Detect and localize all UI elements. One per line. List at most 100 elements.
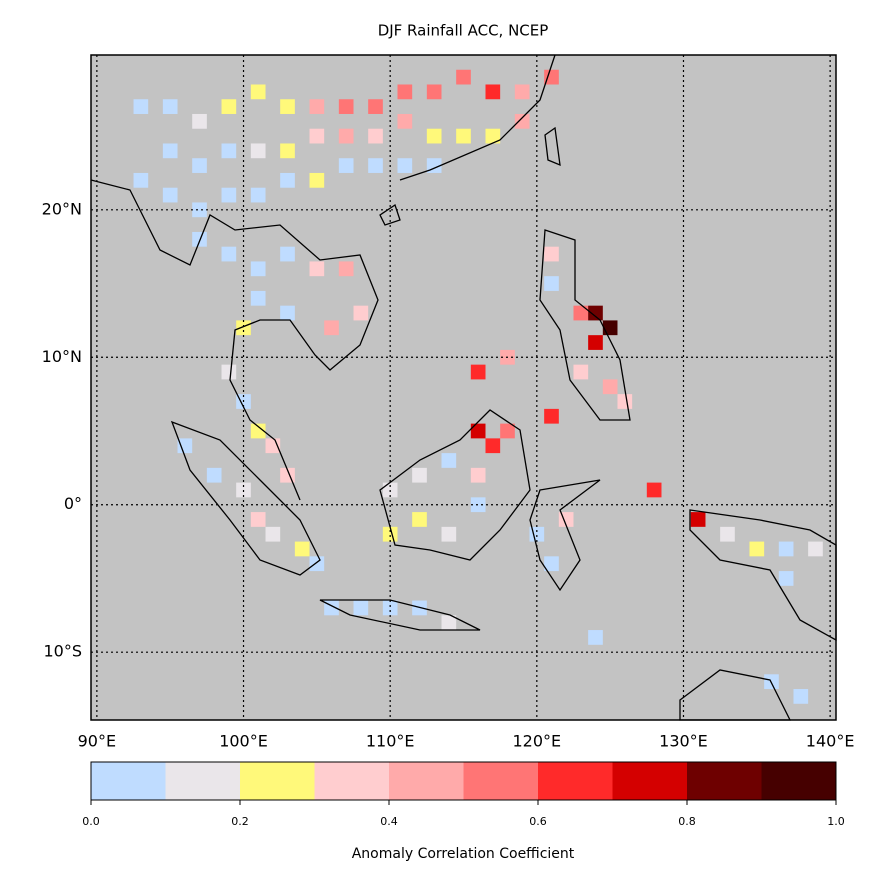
x-tick-label: 140°E (806, 732, 855, 751)
colorbar-tick-label: 1.0 (827, 815, 845, 828)
colorbar: 0.0 0.2 0.4 0.6 0.8 1.0 (82, 761, 845, 828)
grid-cell (338, 99, 354, 114)
grid-cell (236, 320, 251, 336)
grid-cell (265, 526, 281, 542)
grid-cell (602, 379, 618, 395)
coastline (679, 669, 792, 721)
grid-cell (470, 497, 486, 513)
grid-cell (690, 512, 706, 527)
colorbar-label: Anomaly Correlation Coefficient (352, 846, 575, 862)
grid-cell (338, 128, 354, 144)
grid-cell (250, 423, 266, 439)
grid-cell (221, 99, 237, 114)
grid-cell (221, 364, 237, 380)
colorbar-tick-label: 0.0 (82, 815, 100, 828)
grid-cell (412, 467, 427, 483)
grid-cell (588, 630, 603, 645)
x-tick-label: 90°E (78, 732, 116, 751)
colorbar-bin (687, 762, 762, 800)
grid-cell (162, 99, 178, 114)
grid-cell (192, 113, 207, 129)
coastline (170, 420, 321, 576)
map-background (91, 55, 836, 720)
grid-cell (617, 394, 633, 409)
grid-cell (456, 69, 471, 85)
grid-cell (368, 99, 383, 114)
grid-cell (646, 482, 662, 498)
grid-cell (353, 600, 369, 616)
x-tick-label: 100°E (219, 732, 268, 751)
y-tick-label: 10°S (43, 642, 82, 661)
grid-cell (500, 423, 515, 439)
grid-cell (294, 541, 310, 557)
grid-cell (544, 276, 559, 291)
grid-cell (353, 305, 369, 321)
colorbar-tick-label: 0.8 (678, 815, 696, 828)
coastline (689, 509, 837, 642)
grid-cell (192, 231, 207, 247)
colorbar-bin (240, 762, 315, 800)
grid-cell (309, 261, 325, 277)
grid-cell (309, 172, 325, 188)
grid-cell (368, 128, 383, 144)
grid-cell (749, 541, 765, 557)
grid-cell (778, 571, 794, 586)
grid-cell (514, 113, 530, 129)
colorbar-frame (90, 761, 837, 801)
x-tick-label: 120°E (512, 732, 561, 751)
grid-cell (544, 556, 559, 572)
grid-cell (309, 99, 325, 114)
chart-title: DJF Rainfall ACC, NCEP (378, 22, 549, 40)
grid-cell (426, 128, 442, 144)
grid-cell (485, 84, 501, 100)
coastline (539, 229, 631, 421)
grid-cell (441, 526, 457, 542)
grid-cell (778, 541, 794, 557)
colorbar-bin (463, 762, 538, 800)
grid-cell (177, 438, 193, 454)
colorbar-tick-label: 0.2 (231, 815, 249, 828)
coastline (90, 54, 556, 501)
grid-cell (280, 143, 295, 159)
grid-cell (485, 128, 501, 144)
grid-cell (133, 172, 149, 188)
grid-cell (573, 305, 589, 321)
grid-cell (250, 143, 266, 159)
grid-cell (720, 526, 735, 542)
grid-cell (456, 128, 471, 144)
grid-cell (162, 143, 178, 159)
grid-cell (250, 84, 266, 100)
grid-cell (441, 615, 457, 631)
grid-cell (338, 158, 354, 173)
grid-cell (133, 99, 149, 114)
grid-cell (397, 84, 413, 100)
colorbar-bin (761, 762, 836, 800)
grid-cell (588, 305, 603, 321)
grid-cell (544, 246, 559, 262)
grid-cell (221, 246, 237, 262)
grid-cell (602, 320, 618, 336)
grid-cell (441, 453, 457, 468)
colorbar-bin (612, 762, 687, 800)
x-tick-label: 110°E (366, 732, 415, 751)
cell-layer (133, 69, 823, 704)
grid-cell (250, 290, 266, 306)
grid-cell (280, 172, 295, 188)
grid-cell (192, 202, 207, 218)
grid-cell (412, 512, 427, 527)
grid-cell (470, 467, 486, 483)
colorbar-bin (389, 762, 464, 800)
x-tick-label: 130°E (659, 732, 708, 751)
grid-cell (250, 187, 266, 203)
grid-cell (793, 689, 809, 704)
grid-cell (309, 556, 325, 572)
grid-cell (544, 408, 559, 424)
grid-cell (544, 69, 559, 85)
y-tick-label: 20°N (42, 199, 82, 218)
grid-cell (250, 512, 266, 527)
grid-cell (236, 482, 251, 498)
colorbar-tick-label: 0.6 (529, 815, 547, 828)
grid-cell (485, 438, 501, 454)
